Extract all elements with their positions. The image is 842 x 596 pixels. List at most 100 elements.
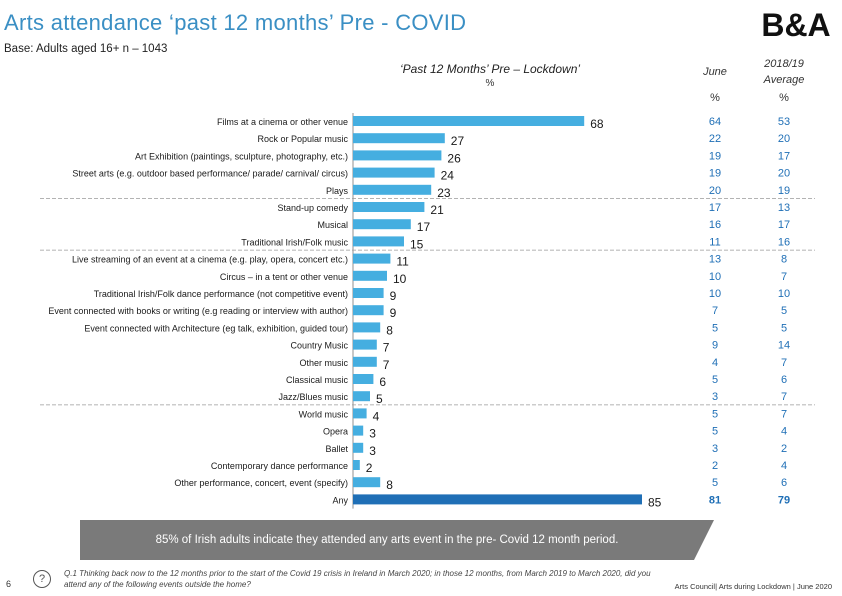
average-value-circus-in-a-tent-or-other-venue: 7: [781, 271, 787, 283]
june-value-other-performance-concert-event-specify: 5: [712, 477, 718, 489]
average-value-films-at-a-cinema-or-other-venue: 53: [778, 116, 790, 128]
value-label-any: 85: [648, 495, 662, 509]
bar-event-connected-with-architecture-eg-talk-exhibition-guided-tour: [353, 322, 381, 333]
callout-banner: 85% of Irish adults indicate they attend…: [80, 520, 694, 560]
average-value-event-connected-with-books-or-writing-e-g-reading-or-interview-with-author: 5: [781, 305, 787, 317]
value-label-event-connected-with-architecture-eg-talk-exhibition-guided-tour: 8: [386, 323, 393, 337]
category-label-ballet: Ballet: [325, 444, 348, 454]
june-value-street-arts-e-g-outdoor-based-performance-parade-carnival-circus: 19: [709, 168, 721, 180]
bar-country-music: [353, 339, 377, 350]
bar-live-streaming-of-an-event-at-a-cinema-e-g-play-opera-concert-etc: [353, 253, 391, 264]
value-label-traditional-irish-folk-music: 15: [410, 237, 424, 251]
page-title: Arts attendance ‘past 12 months’ Pre - C…: [4, 10, 467, 35]
value-label-live-streaming-of-an-event-at-a-cinema-e-g-play-opera-concert-etc: 11: [396, 255, 409, 269]
june-value-other-music: 4: [712, 357, 718, 369]
bar-rock-or-popular-music: [353, 133, 445, 144]
average-value-street-arts-e-g-outdoor-based-performance-parade-carnival-circus: 20: [778, 168, 790, 180]
page-number: 6: [6, 579, 12, 589]
category-label-opera: Opera: [323, 427, 348, 437]
average-value-country-music: 14: [778, 340, 790, 352]
june-value-rock-or-popular-music: 22: [709, 133, 721, 145]
category-label-musical: Musical: [317, 220, 348, 230]
bar-world-music: [353, 408, 367, 419]
june-value-films-at-a-cinema-or-other-venue: 64: [709, 116, 721, 128]
june-value-traditional-irish-folk-music: 11: [709, 236, 720, 248]
bar-stand-up-comedy: [353, 202, 425, 212]
average-value-live-streaming-of-an-event-at-a-cinema-e-g-play-opera-concert-etc: 8: [781, 254, 787, 266]
category-label-plays: Plays: [326, 186, 349, 196]
bar-jazz-blues-music: [353, 391, 370, 402]
value-label-classical-music: 6: [379, 375, 386, 389]
average-value-classical-music: 6: [781, 374, 787, 386]
average-value-stand-up-comedy: 13: [778, 202, 790, 214]
june-value-ballet: 3: [712, 443, 718, 455]
category-label-other-music: Other music: [299, 358, 348, 368]
average-value-world-music: 7: [781, 408, 787, 420]
logo-text: B&A: [761, 7, 830, 43]
june-value-country-music: 9: [712, 340, 718, 352]
value-label-stand-up-comedy: 21: [430, 203, 444, 217]
value-label-contemporary-dance-performance: 2: [366, 461, 373, 475]
june-value-world-music: 5: [712, 408, 718, 420]
value-label-street-arts-e-g-outdoor-based-performance-parade-carnival-circus: 24: [441, 169, 455, 183]
category-label-event-connected-with-books-or-writing-e-g-reading-or-interview-with-author: Event connected with books or writing (e…: [48, 306, 348, 316]
value-label-musical: 17: [417, 220, 431, 234]
value-label-country-music: 7: [383, 341, 390, 355]
value-label-traditional-irish-folk-dance-performance-not-competitive-event: 9: [390, 289, 397, 303]
category-label-traditional-irish-folk-dance-performance-not-competitive-event: Traditional Irish/Folk dance performance…: [94, 289, 348, 299]
category-label-classical-music: Classical music: [286, 375, 349, 385]
category-label-live-streaming-of-an-event-at-a-cinema-e-g-play-opera-concert-etc: Live streaming of an event at a cinema (…: [72, 255, 348, 265]
value-label-films-at-a-cinema-or-other-venue: 68: [590, 117, 604, 131]
value-label-other-performance-concert-event-specify: 8: [386, 478, 393, 492]
question-icon: ?: [33, 570, 51, 588]
percent-label: %: [485, 78, 495, 89]
average-value-event-connected-with-architecture-eg-talk-exhibition-guided-tour: 5: [781, 322, 787, 334]
category-label-traditional-irish-folk-music: Traditional Irish/Folk music: [241, 237, 348, 247]
value-label-opera: 3: [369, 427, 376, 441]
value-label-world-music: 4: [373, 409, 380, 423]
footer-source: Arts Council| Arts during Lockdown | Jun…: [674, 582, 832, 591]
value-label-circus-in-a-tent-or-other-venue: 10: [393, 272, 407, 286]
average-value-traditional-irish-folk-dance-performance-not-competitive-event: 10: [778, 288, 790, 300]
category-label-country-music: Country Music: [290, 341, 348, 351]
june-value-event-connected-with-books-or-writing-e-g-reading-or-interview-with-author: 7: [712, 305, 718, 317]
june-value-live-streaming-of-an-event-at-a-cinema-e-g-play-opera-concert-etc: 13: [709, 254, 721, 266]
bar-other-performance-concert-event-specify: [353, 477, 381, 488]
average-value-traditional-irish-folk-music: 16: [778, 236, 790, 248]
bar-ballet: [353, 442, 364, 453]
bar-event-connected-with-books-or-writing-e-g-reading-or-interview-with-author: [353, 305, 384, 316]
category-label-world-music: World music: [299, 409, 349, 419]
value-label-event-connected-with-books-or-writing-e-g-reading-or-interview-with-author: 9: [390, 306, 397, 320]
average-value-other-music: 7: [781, 357, 787, 369]
value-label-jazz-blues-music: 5: [376, 392, 383, 406]
average-value-opera: 4: [781, 426, 787, 438]
june-value-event-connected-with-architecture-eg-talk-exhibition-guided-tour: 5: [712, 322, 718, 334]
june-value-stand-up-comedy: 17: [709, 202, 721, 214]
bar-other-music: [353, 356, 377, 367]
average-value-musical: 17: [778, 219, 790, 231]
average-column-header-label: Average: [763, 74, 805, 86]
bar-street-arts-e-g-outdoor-based-performance-parade-carnival-circus: [353, 167, 435, 178]
june-value-plays: 20: [709, 185, 721, 197]
june-column-unit: %: [710, 92, 720, 104]
category-label-rock-or-popular-music: Rock or Popular music: [257, 134, 348, 144]
june-column-header: June: [703, 66, 727, 78]
category-label-jazz-blues-music: Jazz/Blues music: [278, 392, 348, 402]
bar-traditional-irish-folk-music: [353, 236, 404, 247]
value-label-other-music: 7: [383, 358, 390, 372]
chart-subtitle: ‘Past 12 Months’ Pre – Lockdown’: [399, 62, 581, 76]
june-value-any: 81: [709, 494, 721, 506]
category-label-art-exhibition-paintings-sculpture-photography-etc: Art Exhibition (paintings, sculpture, ph…: [135, 151, 348, 161]
ba-logo: B&A: [761, 7, 830, 43]
average-value-art-exhibition-paintings-sculpture-photography-etc: 17: [778, 150, 790, 162]
june-value-circus-in-a-tent-or-other-venue: 10: [709, 271, 721, 283]
bar-films-at-a-cinema-or-other-venue: [353, 116, 585, 126]
value-label-rock-or-popular-music: 27: [451, 134, 465, 148]
bar-art-exhibition-paintings-sculpture-photography-etc: [353, 150, 442, 161]
bar-contemporary-dance-performance: [353, 460, 360, 470]
question-text: Q.1 Thinking back now to the 12 months p…: [64, 569, 651, 589]
value-label-ballet: 3: [369, 444, 376, 458]
june-value-art-exhibition-paintings-sculpture-photography-etc: 19: [709, 150, 721, 162]
category-label-any: Any: [332, 495, 348, 505]
base-note: Base: Adults aged 16+ n – 1043: [4, 43, 168, 55]
